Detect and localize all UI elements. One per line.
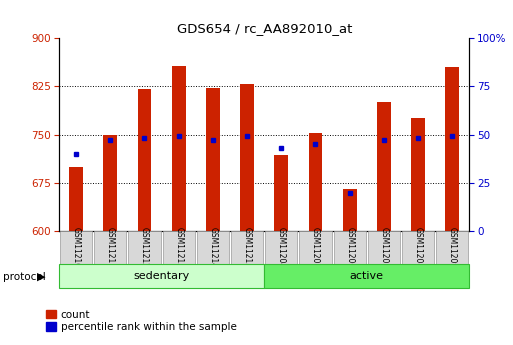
Bar: [163, 231, 195, 264]
Bar: [343, 189, 357, 231]
Bar: [206, 88, 220, 231]
Text: GSM11211: GSM11211: [106, 227, 115, 268]
Bar: [128, 231, 161, 264]
Title: GDS654 / rc_AA892010_at: GDS654 / rc_AA892010_at: [176, 22, 352, 36]
Bar: [104, 135, 117, 231]
Legend: count, percentile rank within the sample: count, percentile rank within the sample: [46, 309, 236, 332]
Text: GSM11214: GSM11214: [208, 227, 218, 268]
Text: GSM11212: GSM11212: [140, 227, 149, 268]
Text: GSM11206: GSM11206: [345, 227, 354, 268]
Text: GSM11204: GSM11204: [277, 227, 286, 268]
Bar: [333, 231, 366, 264]
Text: GSM11205: GSM11205: [311, 227, 320, 268]
Bar: [265, 231, 298, 264]
Bar: [197, 231, 229, 264]
Text: sedentary: sedentary: [133, 271, 190, 281]
Bar: [231, 231, 263, 264]
Bar: [137, 89, 151, 231]
Bar: [274, 155, 288, 231]
Bar: [240, 84, 254, 231]
Bar: [402, 231, 434, 264]
Bar: [436, 231, 468, 264]
Bar: [69, 167, 83, 231]
Bar: [300, 231, 331, 264]
Text: GSM11215: GSM11215: [243, 227, 251, 268]
Text: GSM11213: GSM11213: [174, 227, 183, 268]
Text: active: active: [350, 271, 384, 281]
Text: GSM11210: GSM11210: [72, 227, 81, 268]
Bar: [60, 231, 92, 264]
Bar: [94, 231, 126, 264]
Text: GSM11207: GSM11207: [380, 227, 388, 268]
Bar: [368, 231, 400, 264]
Bar: [172, 66, 186, 231]
Bar: [264, 264, 469, 288]
Bar: [59, 264, 264, 288]
Bar: [445, 67, 459, 231]
Text: ▶: ▶: [37, 272, 46, 282]
Bar: [411, 118, 425, 231]
Text: GSM11209: GSM11209: [448, 227, 457, 268]
Bar: [309, 132, 322, 231]
Text: protocol: protocol: [3, 272, 45, 282]
Text: GSM11208: GSM11208: [413, 227, 423, 268]
Bar: [377, 102, 391, 231]
